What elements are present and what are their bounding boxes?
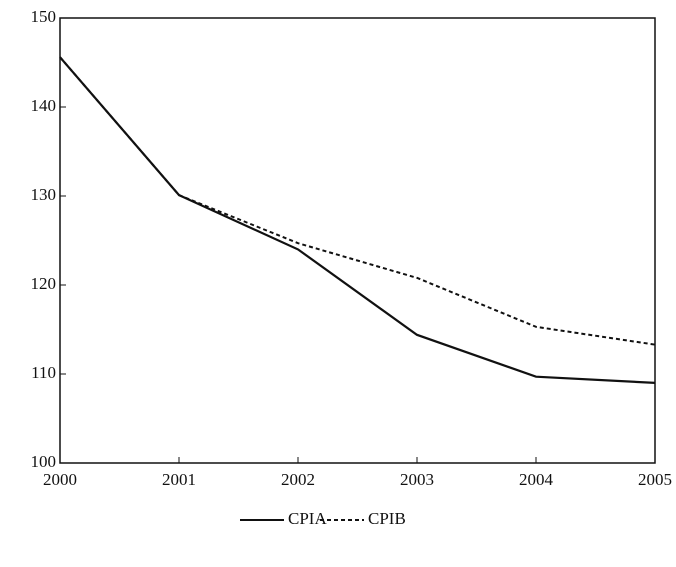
x-tick-label: 2003	[400, 470, 434, 489]
y-tick-label: 130	[31, 185, 57, 204]
legend-label: CPIB	[368, 509, 406, 528]
x-tick-label: 2000	[43, 470, 77, 489]
x-tick-label: 2001	[162, 470, 196, 489]
series-line	[59, 56, 656, 384]
y-tick-label: 150	[31, 7, 57, 26]
x-tick-label: 2005	[638, 470, 672, 489]
y-tick-label: 120	[31, 274, 57, 293]
legend-label: CPIA	[288, 509, 327, 528]
y-tick-label: 110	[31, 363, 56, 382]
series-line	[59, 56, 656, 346]
x-tick-label: 2004	[519, 470, 554, 489]
plot-frame	[59, 17, 656, 464]
y-tick-label: 100	[31, 452, 57, 471]
y-tick-label: 140	[31, 96, 57, 115]
x-tick-label: 2002	[281, 470, 315, 489]
